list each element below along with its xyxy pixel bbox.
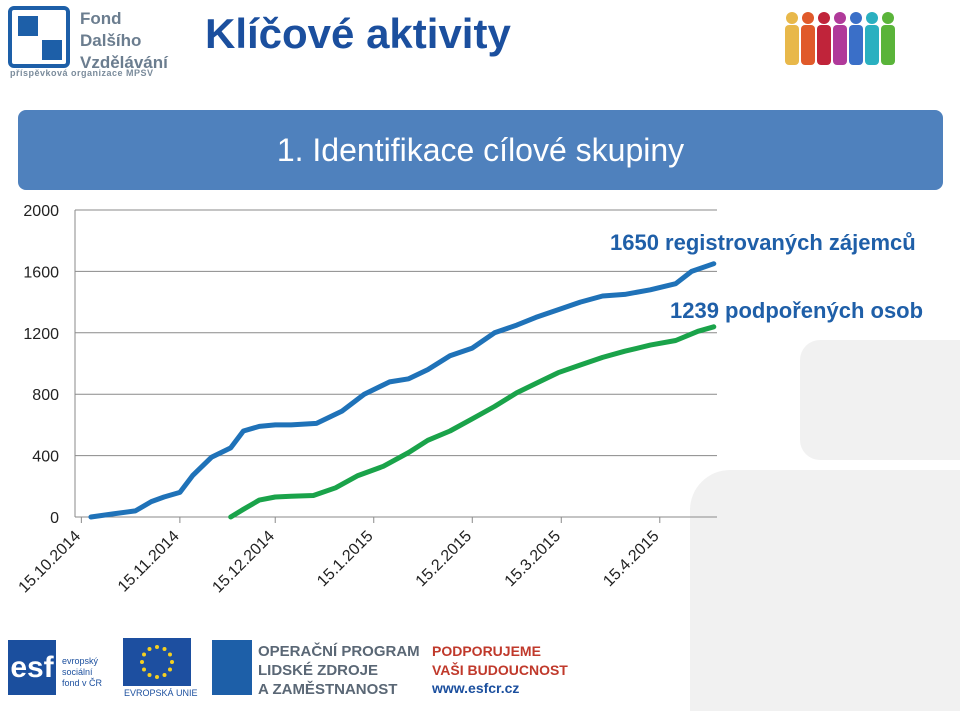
logo-line: Vzdělávání <box>80 53 168 72</box>
footer-logos: esf evropský sociální fond v ČR EVROPSKÁ… <box>0 630 960 711</box>
puzzle-decoration <box>800 340 960 460</box>
eu-star <box>147 672 152 677</box>
supported-annotation: 1239 podpořených osob <box>670 298 924 323</box>
eu-star <box>140 660 144 664</box>
fdv-logo-text: Fond Dalšího Vzdělávání <box>80 8 190 74</box>
eu-label: EVROPSKÁ UNIE <box>124 688 198 698</box>
logo-line: Dalšího <box>80 31 142 50</box>
eu-star <box>147 647 152 652</box>
chart-series <box>88 261 717 520</box>
logo-line: Fond <box>80 9 122 28</box>
series-line-registered <box>88 261 717 520</box>
y-tick-label: 2000 <box>23 203 59 220</box>
y-tick-label: 1600 <box>23 264 59 281</box>
x-tick-label: 15.11.2014 <box>115 528 183 596</box>
series-line-supported <box>228 324 717 520</box>
support-line: VAŠI BUDOUCNOST <box>432 662 568 678</box>
op-line: LIDSKÉ ZDROJE <box>258 662 379 679</box>
y-tick-label: 1200 <box>23 326 59 343</box>
people-image <box>785 12 895 65</box>
support-line: PODPORUJEME <box>432 643 541 659</box>
x-tick-label: 15.4.2015 <box>600 528 662 590</box>
support-text: PODPORUJEME VAŠI BUDOUCNOST <box>432 642 568 680</box>
eu-star <box>162 672 167 677</box>
x-tick-label: 15.12.2014 <box>209 528 278 597</box>
op-line: A ZAMĚSTNANOST <box>258 681 398 698</box>
x-tick-label: 15.3.2015 <box>502 528 564 590</box>
esf-logo: esf <box>8 640 56 695</box>
puzzle-decoration <box>690 470 960 711</box>
chart-grid <box>74 209 717 518</box>
fdv-logo <box>8 6 70 68</box>
eu-star <box>142 652 147 657</box>
esf-line: fond v ČR <box>62 678 103 688</box>
x-axis-ticks: 15.10.2014 15.11.2014 15.12.2014 15.1.2015 1… <box>16 517 663 596</box>
banner-title: 1. Identifikace cílové skupiny <box>276 132 685 168</box>
esf-text: evropský sociální fond v ČR <box>62 656 102 689</box>
eu-star <box>162 647 167 652</box>
x-tick-label: 15.1.2015 <box>314 528 376 590</box>
x-tick-label: 15.2.2015 <box>413 528 475 590</box>
x-tick-label: 15.10.2014 <box>16 528 85 597</box>
eu-star <box>155 675 159 679</box>
eu-star <box>155 645 159 649</box>
y-tick-label: 400 <box>32 449 59 466</box>
esf-url-link[interactable]: www.esfcr.cz <box>432 680 520 696</box>
registered-annotation: 1650 registrovaných zájemců <box>610 230 916 255</box>
esf-line: evropský <box>62 656 99 666</box>
eu-flag-icon <box>123 638 191 686</box>
op-icon <box>212 640 252 695</box>
chart: 0 400 800 1200 1600 2000 15.10.2014 15.11.2014… <box>16 203 717 596</box>
y-tick-label: 800 <box>32 387 59 404</box>
eu-star <box>167 667 172 672</box>
op-line: OPERAČNÍ PROGRAM <box>258 643 420 660</box>
page-title: Klíčové aktivity <box>205 10 511 57</box>
logo-subtitle: příspěvková organizace MPSV <box>10 68 154 78</box>
y-tick-label: 0 <box>50 510 59 527</box>
eu-star <box>142 667 147 672</box>
y-axis-ticks: 0 400 800 1200 1600 2000 <box>23 203 59 527</box>
eu-star <box>167 652 172 657</box>
op-text: OPERAČNÍ PROGRAM LIDSKÉ ZDROJE A ZAMĚSTN… <box>258 642 420 699</box>
section-banner: 1. Identifikace cílové skupiny <box>18 110 943 190</box>
esf-line: sociální <box>62 667 93 677</box>
eu-star <box>170 660 174 664</box>
